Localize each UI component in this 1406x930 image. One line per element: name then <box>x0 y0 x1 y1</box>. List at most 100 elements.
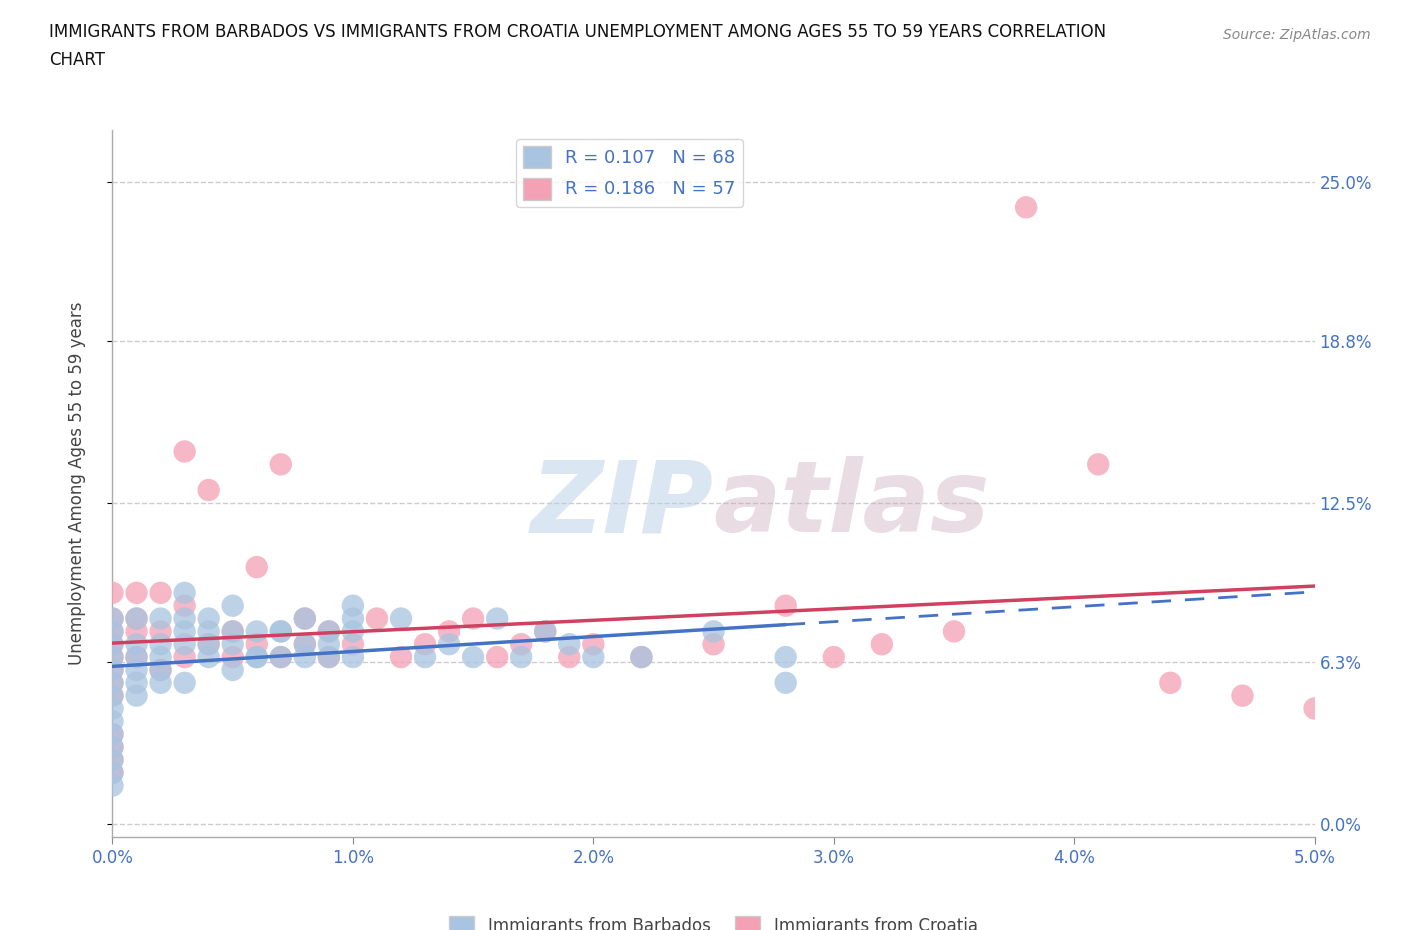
Point <box>294 611 316 626</box>
Point <box>101 739 124 754</box>
Point <box>101 675 124 690</box>
Point <box>101 662 124 677</box>
Point <box>101 662 124 677</box>
Point <box>318 650 340 665</box>
Point <box>125 585 148 600</box>
Point <box>222 662 245 677</box>
Point <box>173 598 195 613</box>
Point <box>101 739 124 754</box>
Point <box>318 637 340 652</box>
Point <box>582 637 605 652</box>
Point <box>389 611 412 626</box>
Point <box>775 675 797 690</box>
Point <box>246 637 269 652</box>
Point <box>101 765 124 780</box>
Point <box>173 585 195 600</box>
Point <box>101 701 124 716</box>
Point <box>173 611 195 626</box>
Point <box>149 650 172 665</box>
Point <box>486 611 509 626</box>
Point <box>510 650 533 665</box>
Point <box>101 688 124 703</box>
Point <box>413 637 436 652</box>
Point <box>125 650 148 665</box>
Point <box>702 637 725 652</box>
Point <box>461 650 484 665</box>
Point <box>294 637 316 652</box>
Point <box>149 662 172 677</box>
Text: Source: ZipAtlas.com: Source: ZipAtlas.com <box>1223 28 1371 42</box>
Point <box>1159 675 1181 690</box>
Point <box>101 624 124 639</box>
Text: ZIP: ZIP <box>530 457 713 553</box>
Point <box>101 650 124 665</box>
Point <box>294 611 316 626</box>
Point <box>173 624 195 639</box>
Point <box>630 650 652 665</box>
Text: CHART: CHART <box>49 51 105 69</box>
Point <box>101 650 124 665</box>
Point <box>101 726 124 741</box>
Point <box>197 624 219 639</box>
Point <box>366 611 388 626</box>
Point <box>125 650 148 665</box>
Point <box>534 624 557 639</box>
Point <box>101 752 124 767</box>
Point <box>173 637 195 652</box>
Point <box>318 650 340 665</box>
Point <box>342 598 364 613</box>
Point <box>222 650 245 665</box>
Point <box>149 585 172 600</box>
Point <box>437 624 460 639</box>
Point <box>246 650 269 665</box>
Point <box>197 611 219 626</box>
Point <box>101 688 124 703</box>
Point <box>342 637 364 652</box>
Point <box>101 637 124 652</box>
Point <box>173 444 195 458</box>
Point <box>197 483 219 498</box>
Point <box>197 637 219 652</box>
Point <box>413 650 436 665</box>
Point <box>1232 688 1254 703</box>
Point <box>270 650 292 665</box>
Point <box>270 624 292 639</box>
Text: IMMIGRANTS FROM BARBADOS VS IMMIGRANTS FROM CROATIA UNEMPLOYMENT AMONG AGES 55 T: IMMIGRANTS FROM BARBADOS VS IMMIGRANTS F… <box>49 23 1107 41</box>
Point <box>1303 701 1326 716</box>
Point <box>101 765 124 780</box>
Point <box>342 624 364 639</box>
Point <box>942 624 965 639</box>
Point <box>775 598 797 613</box>
Point <box>270 457 292 472</box>
Point <box>197 650 219 665</box>
Point <box>101 624 124 639</box>
Point <box>510 637 533 652</box>
Point <box>101 675 124 690</box>
Point <box>318 624 340 639</box>
Point <box>389 650 412 665</box>
Point <box>222 598 245 613</box>
Point <box>101 726 124 741</box>
Point <box>125 611 148 626</box>
Point <box>246 560 269 575</box>
Point <box>125 624 148 639</box>
Y-axis label: Unemployment Among Ages 55 to 59 years: Unemployment Among Ages 55 to 59 years <box>67 302 86 665</box>
Point <box>101 778 124 793</box>
Point <box>125 611 148 626</box>
Point <box>101 637 124 652</box>
Point <box>222 624 245 639</box>
Point <box>125 675 148 690</box>
Point <box>101 714 124 729</box>
Point <box>270 624 292 639</box>
Point <box>318 624 340 639</box>
Point <box>246 624 269 639</box>
Point <box>294 650 316 665</box>
Point <box>197 637 219 652</box>
Point <box>149 675 172 690</box>
Point <box>775 650 797 665</box>
Point <box>222 637 245 652</box>
Text: atlas: atlas <box>713 457 990 553</box>
Point <box>486 650 509 665</box>
Point <box>125 637 148 652</box>
Point <box>222 624 245 639</box>
